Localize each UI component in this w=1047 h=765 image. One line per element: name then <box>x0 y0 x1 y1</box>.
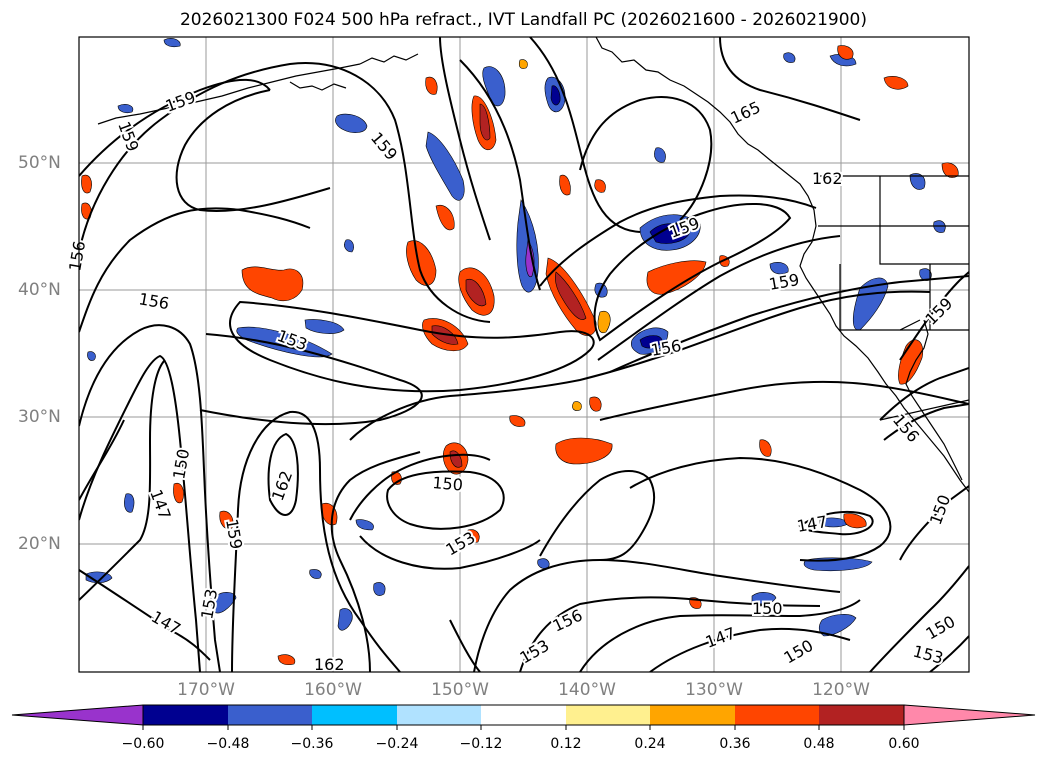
contour-label: 150 <box>926 492 954 527</box>
colorbar <box>11 704 1036 730</box>
colorbar-bin <box>735 705 819 725</box>
longitude-label: 130°W <box>685 680 743 700</box>
map-frame <box>78 36 970 673</box>
contour-label: 150 <box>169 447 193 480</box>
colorbar-bin <box>819 705 904 725</box>
contour-label: 150 <box>923 612 959 644</box>
contour-label: 159 <box>114 119 142 154</box>
colorbar-tick-label: −0.48 <box>206 736 250 752</box>
colorbar-tick-label: 0.60 <box>888 736 920 752</box>
colorbar-bin <box>143 705 228 725</box>
contour-label: 153 <box>517 636 553 668</box>
longitude-label: 150°W <box>431 680 489 700</box>
contour-label: 153 <box>911 642 945 668</box>
coastlines <box>97 37 969 493</box>
latitude-label: 50°N <box>18 153 61 173</box>
colorbar-tick-label: −0.36 <box>290 736 334 752</box>
latitude-label: 40°N <box>18 280 61 300</box>
contour-label: 150 <box>781 636 817 668</box>
colorbar-extend-low <box>11 704 144 726</box>
longitude-label: 170°W <box>177 680 235 700</box>
colorbar-tick-label: 0.24 <box>634 736 666 752</box>
gridlines <box>79 37 969 672</box>
contour-label: 162 <box>268 468 296 503</box>
colorbar-bin <box>397 705 481 725</box>
colorbar-bin <box>481 705 566 725</box>
contour-label: 150 <box>752 599 783 618</box>
height-contours <box>79 37 969 672</box>
contour-label: 150 <box>432 473 464 495</box>
contour-label: 159 <box>222 517 246 550</box>
contour-label: 156 <box>889 410 923 446</box>
plot-title: 2026021300 F024 500 hPa refract., IVT La… <box>179 10 867 30</box>
latitude-label: 30°N <box>18 407 61 427</box>
contour-label: 156 <box>65 239 89 272</box>
contour-label: 156 <box>137 289 170 313</box>
colorbar-bin <box>312 705 397 725</box>
contour-label: 156 <box>550 605 586 635</box>
colorbar-extend-high <box>903 704 1036 726</box>
contour-label: 162 <box>314 655 345 674</box>
colorbar-bin <box>650 705 735 725</box>
colorbar-tick-label: 0.12 <box>550 736 582 752</box>
colorbar-tick-label: −0.12 <box>459 736 503 752</box>
colorbar-bin <box>228 705 312 725</box>
contour-label: 162 <box>812 169 843 188</box>
contour-label: 165 <box>728 97 764 127</box>
colorbar-tick-label: 0.48 <box>803 736 835 752</box>
colorbar-tick-label: 0.36 <box>719 736 751 752</box>
latitude-label: 20°N <box>18 534 61 554</box>
refractivity-anomaly-fill <box>81 38 959 666</box>
contour-label: 153 <box>197 587 221 620</box>
longitude-label: 140°W <box>558 680 616 700</box>
contour-label: 156 <box>649 336 682 360</box>
contour-label: 159 <box>163 87 198 115</box>
contour-label: 147 <box>703 623 738 651</box>
contour-label: 159 <box>921 294 956 329</box>
longitude-label: 120°W <box>812 680 870 700</box>
colorbar-tick-label: −0.60 <box>121 736 165 752</box>
colorbar-bin <box>566 705 650 725</box>
contour-label: 159 <box>367 128 401 164</box>
colorbar-tick-label: −0.24 <box>375 736 419 752</box>
contour-label: 147 <box>146 487 174 522</box>
longitude-label: 160°W <box>304 680 362 700</box>
